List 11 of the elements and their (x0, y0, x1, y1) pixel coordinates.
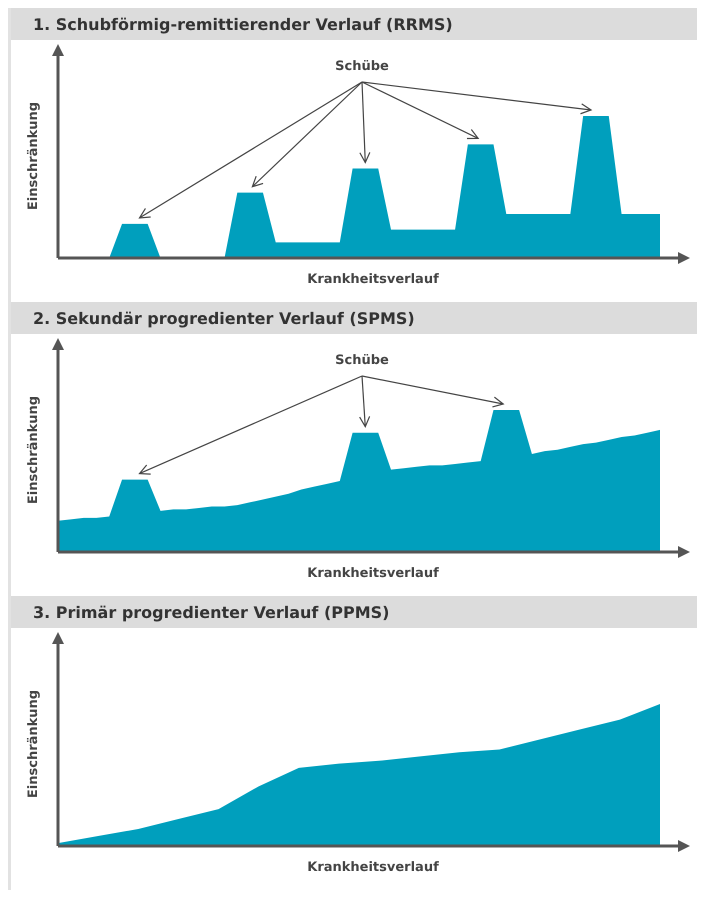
x-axis-title: Krankheitsverlauf (307, 566, 440, 581)
x-axis-title: Krankheitsverlauf (307, 860, 440, 875)
chart-title: 2. Sekundär progredienter Verlauf (SPMS) (33, 308, 415, 328)
x-axis-title: Krankheitsverlauf (307, 272, 440, 287)
y-axis-title: Einschränkung (26, 396, 41, 504)
text: Schübe (335, 59, 390, 74)
y-axis-title: Einschränkung (26, 690, 41, 798)
y-axis-title: Einschränkung (26, 102, 41, 210)
text: Schübe (335, 353, 390, 368)
chart-title: 3. Primär progredienter Verlauf (PPMS) (33, 602, 390, 622)
chart-title: 1. Schubförmig-remittierender Verlauf (RRMS) (33, 14, 453, 34)
